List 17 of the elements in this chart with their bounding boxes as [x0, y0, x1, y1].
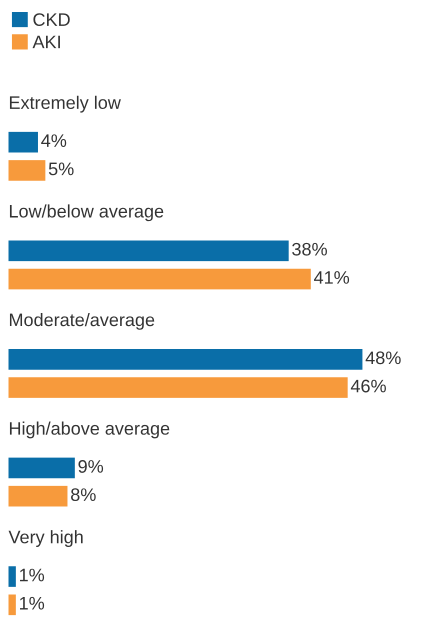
data-label: 1% [20, 596, 44, 610]
data-label: 46% [350, 380, 386, 392]
data-label: 8% [71, 488, 96, 502]
legend-label: CKD [33, 13, 70, 26]
data-label: 5% [48, 162, 74, 176]
y-tick-label: Very high [8, 530, 83, 547]
data-label: 41% [314, 271, 350, 284]
y-tick-label: High/above average [10, 422, 170, 438]
data-label: 48% [366, 351, 401, 364]
data-label: 38% [292, 242, 327, 256]
data-label: 4% [41, 134, 66, 147]
y-tick-label: Extremely low [10, 96, 121, 113]
data-label: 1% [20, 568, 44, 582]
y-tick-label: Moderate/average [10, 312, 154, 330]
y-tick-label: Low/below average [10, 204, 164, 222]
data-label: 9% [78, 460, 104, 473]
legend-label: AKI [32, 36, 60, 48]
